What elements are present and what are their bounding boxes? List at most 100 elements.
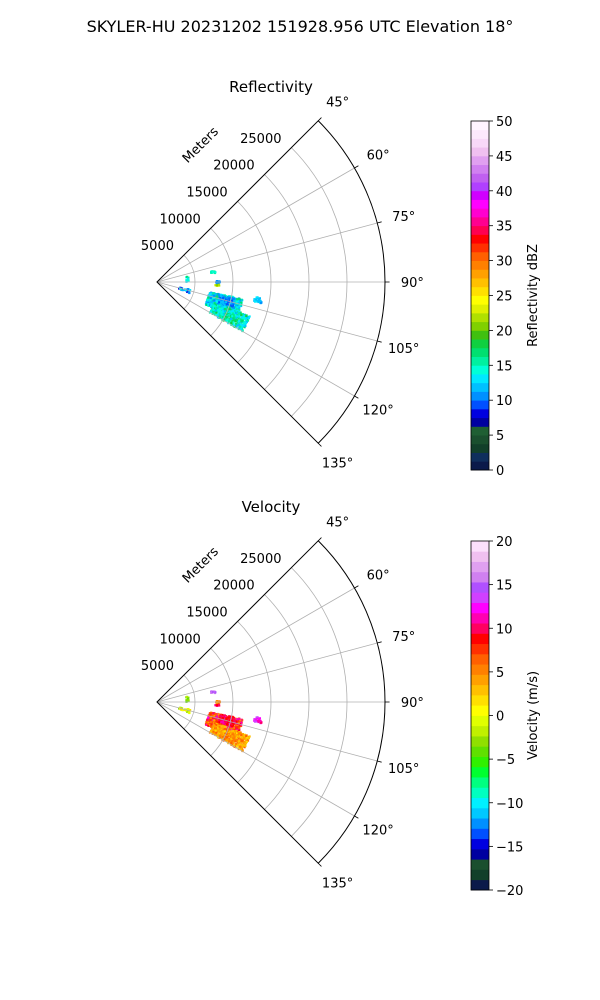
echo-gate (209, 299, 212, 302)
echo-gate (181, 288, 184, 291)
range-tick-label: 5000 (141, 659, 174, 674)
colorbar: −20 −15 −10 −5 0 5 10 15 20 Velocity (m/s) (470, 535, 541, 899)
colorbar-swatch (471, 715, 489, 727)
echo-gate (244, 742, 247, 745)
echo-gate (239, 720, 242, 723)
echo-gate (257, 719, 260, 723)
echo-gate (220, 720, 223, 724)
colorbar-tick-label: 5 (496, 666, 504, 681)
echo-gate (227, 734, 230, 737)
colorbar-tick-label: 0 (496, 464, 504, 479)
echo-gate (216, 734, 219, 737)
angle-tick-label: 135° (322, 877, 353, 892)
echo-gate (208, 716, 211, 719)
echo-gate (215, 300, 218, 303)
echo-gate (231, 315, 234, 318)
colorbar-tick-label: 0 (496, 710, 504, 725)
echo-gate (213, 690, 216, 693)
colorbar-swatch (471, 347, 489, 357)
echo-gate (215, 313, 218, 316)
echo-gate (231, 725, 234, 728)
echo-gate (221, 733, 224, 737)
echo-cluster (253, 296, 263, 305)
echo-gate (214, 309, 217, 312)
echo-gate (211, 690, 214, 694)
colorbar-swatch (471, 612, 489, 624)
azimuth-spoke (156, 701, 355, 817)
colorbar-swatch (471, 848, 489, 860)
colorbar-swatch (471, 278, 489, 288)
echo-gate (225, 306, 228, 309)
echo-gate (236, 315, 239, 318)
colorbar-swatch (471, 173, 489, 183)
echo-gate (181, 708, 184, 711)
sector-frame (156, 120, 386, 444)
echo-gate (235, 322, 238, 325)
echo-gate (260, 301, 263, 304)
echo-gate (218, 727, 221, 730)
echo-gate (185, 279, 188, 282)
echo-gate (239, 732, 242, 735)
colorbar-swatch (471, 408, 489, 419)
echo-gate (224, 735, 227, 738)
echo-gate (221, 719, 225, 722)
echo-gate (244, 744, 247, 748)
echo-gate (258, 297, 261, 300)
colorbar-swatch (471, 330, 489, 340)
echo-gate (218, 721, 221, 724)
echo-cluster (218, 294, 236, 308)
panel-title: Velocity (242, 498, 301, 516)
echo-gate (214, 293, 217, 296)
colorbar-swatch (471, 312, 489, 323)
echo-gate (232, 306, 235, 309)
echo-gate (186, 275, 189, 278)
echo-gate (187, 291, 190, 294)
colorbar-swatch (471, 664, 489, 675)
echo-gate (223, 318, 226, 321)
echo-gate (245, 314, 248, 317)
colorbar-swatch (471, 356, 489, 366)
echo-gate (216, 307, 219, 310)
echo-gate (208, 294, 211, 297)
echo-gate (233, 297, 236, 300)
colorbar-swatch (471, 736, 489, 747)
echo-gate (232, 309, 235, 312)
echo-gate (209, 310, 212, 313)
echo-gate (216, 302, 219, 305)
echo-gate (186, 710, 189, 713)
echo-gate (241, 749, 244, 752)
colorbar-swatch (471, 426, 489, 436)
colorbar-swatch (471, 155, 489, 166)
echo-gate (226, 316, 229, 319)
echo-gate (187, 276, 190, 279)
azimuth-spoke (156, 167, 355, 283)
echo-gate (207, 716, 210, 719)
echo-gate (233, 736, 236, 739)
echo-gate (243, 317, 246, 320)
echo-gate (187, 699, 190, 702)
figure-title: SKYLER-HU 20231202 151928.956 UTC Elevat… (87, 17, 514, 36)
echo-gate (238, 297, 241, 300)
colorbar-swatch (471, 879, 489, 891)
echo-gate (239, 314, 242, 317)
colorbar-swatch (471, 269, 489, 279)
colorbar-swatch (471, 339, 489, 349)
echo-gate (245, 734, 248, 737)
azimuth-spoke (156, 587, 355, 703)
echo-gate (223, 294, 226, 297)
echo-gate (213, 270, 216, 273)
colorbar-swatch (471, 260, 489, 270)
echo-gate (212, 730, 215, 733)
echo-gate (228, 720, 231, 723)
echo-gate (214, 691, 217, 694)
echo-gate (241, 329, 244, 332)
echo-gate (221, 313, 224, 317)
colorbar-swatch (471, 623, 489, 634)
echo-gate (235, 325, 238, 328)
echo-gate (186, 290, 189, 293)
echo-gate (232, 321, 235, 324)
echo-gate (225, 303, 228, 306)
colorbar-swatch (471, 859, 489, 870)
echo-gate (237, 744, 240, 747)
echo-gate (223, 305, 226, 308)
